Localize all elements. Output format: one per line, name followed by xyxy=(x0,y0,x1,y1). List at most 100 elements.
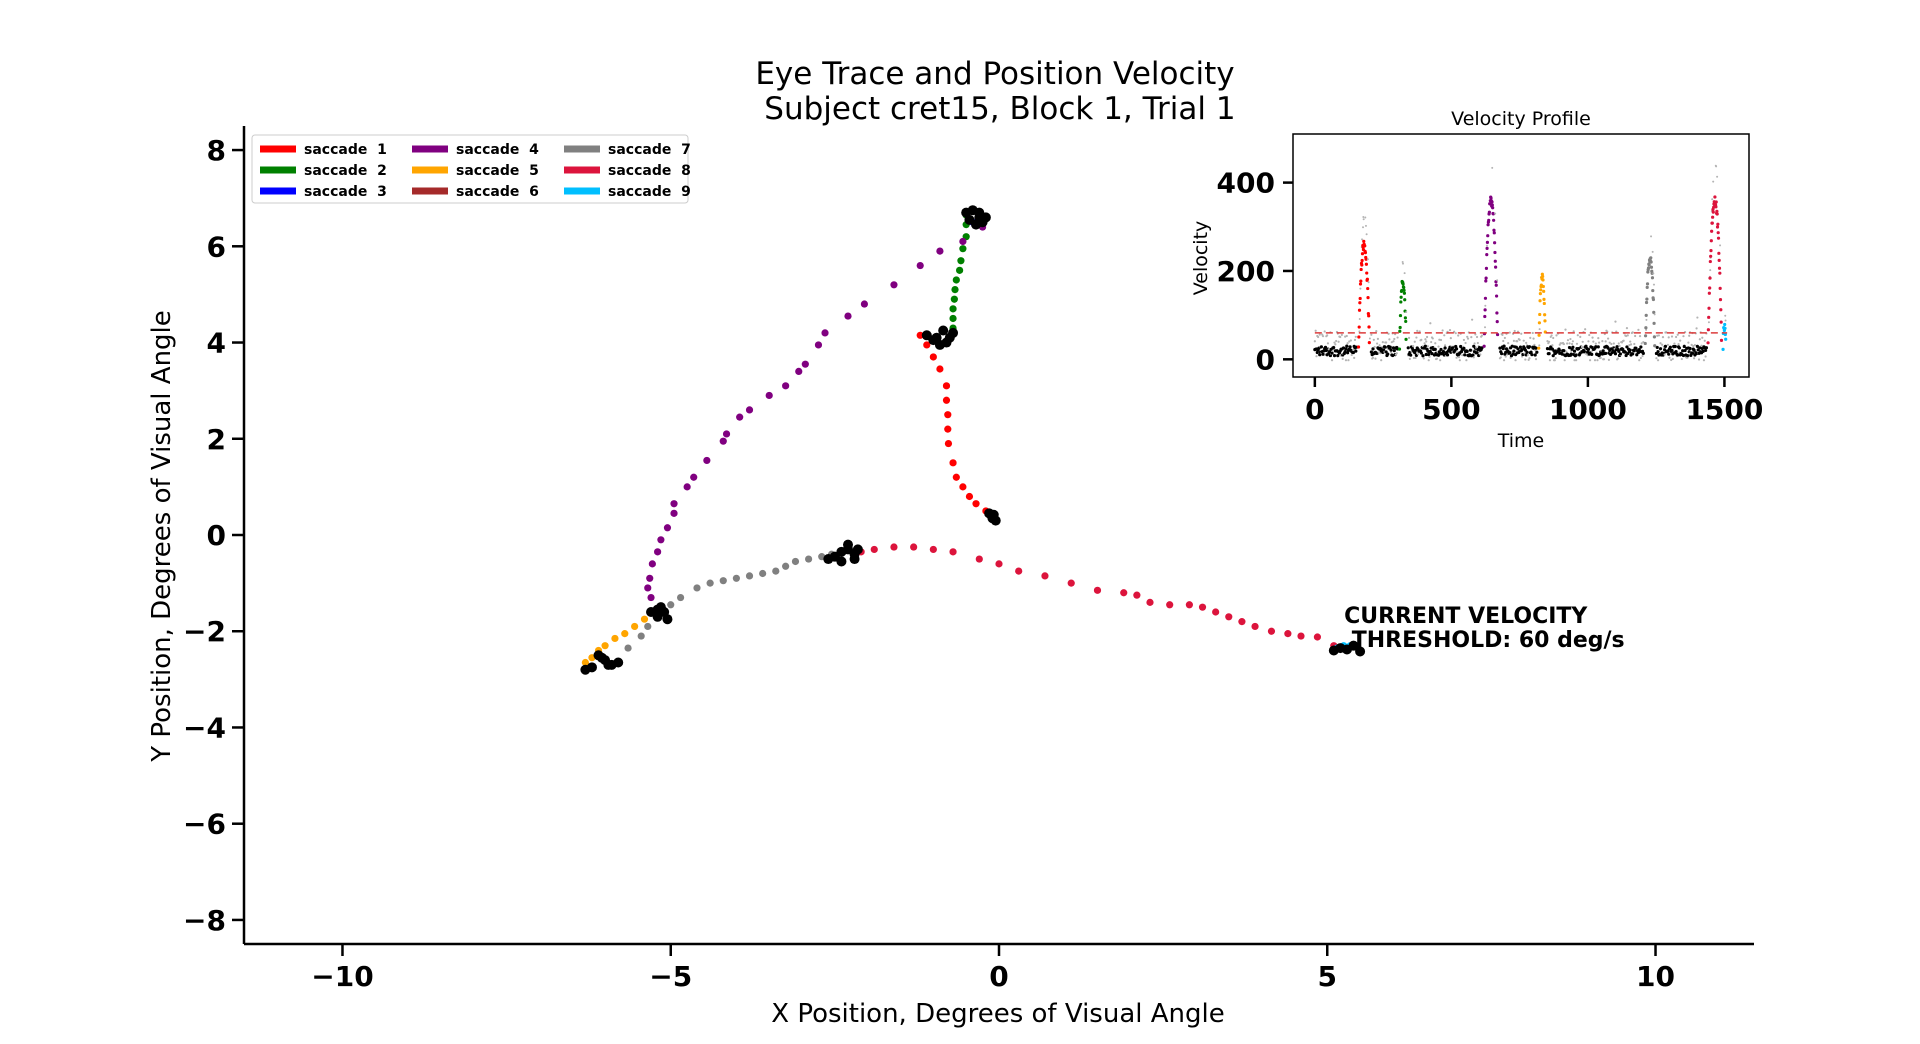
saccade-point xyxy=(956,266,964,274)
peak-sample xyxy=(1644,313,1648,317)
noise-sample xyxy=(1362,226,1365,229)
noise-sample xyxy=(1390,341,1393,344)
saccade-point xyxy=(722,430,731,438)
noise-sample xyxy=(1425,335,1429,339)
noise-sample xyxy=(1313,340,1316,343)
saccade-point xyxy=(706,579,714,587)
peak-sample xyxy=(1711,215,1715,219)
filtered-sample xyxy=(1618,352,1622,356)
saccade-point xyxy=(942,382,951,390)
noise-sample xyxy=(1496,279,1499,282)
peak-sample xyxy=(1715,225,1720,229)
saccade-point xyxy=(670,500,678,508)
noise-sample xyxy=(1474,333,1477,336)
saccade-point xyxy=(944,439,953,448)
noise-sample xyxy=(1724,319,1727,322)
filtered-sample xyxy=(1617,349,1621,353)
filtered-sample xyxy=(1632,349,1636,353)
noise-sample xyxy=(1596,359,1599,362)
annotation-line-2: THRESHOLD: 60 deg/s xyxy=(1344,628,1625,653)
noise-sample xyxy=(1420,338,1423,341)
noise-sample xyxy=(1326,334,1329,337)
filtered-sample xyxy=(1369,350,1373,354)
noise-sample xyxy=(1429,322,1432,325)
noise-sample xyxy=(1401,262,1404,265)
peak-sample xyxy=(1644,300,1649,305)
fixation-point xyxy=(931,332,942,343)
saccade-point xyxy=(736,413,744,421)
noise-sample xyxy=(1532,337,1535,340)
noise-sample xyxy=(1514,359,1517,362)
noise-sample xyxy=(1610,342,1613,346)
saccade-point xyxy=(890,543,898,551)
peak-sample xyxy=(1717,251,1721,255)
filtered-sample xyxy=(1471,353,1475,357)
peak-sample xyxy=(1723,332,1727,337)
noise-sample xyxy=(1435,357,1438,360)
peak-sample xyxy=(1487,210,1491,214)
noise-sample xyxy=(1667,336,1670,339)
saccade-point xyxy=(745,572,754,580)
peak-sample xyxy=(1363,244,1367,248)
noise-sample xyxy=(1552,336,1555,340)
noise-sample xyxy=(1372,338,1375,341)
noise-sample xyxy=(1707,321,1710,324)
noise-sample xyxy=(1653,313,1656,316)
noise-sample xyxy=(1412,345,1415,348)
noise-sample xyxy=(1364,224,1367,227)
saccade-point xyxy=(581,658,589,667)
saccade-point xyxy=(676,593,685,602)
saccade-point xyxy=(1133,591,1141,599)
filtered-sample xyxy=(1424,352,1428,357)
noise-sample xyxy=(1538,328,1541,331)
peak-sample xyxy=(1709,249,1713,253)
noise-sample xyxy=(1466,337,1470,340)
peak-sample xyxy=(1485,246,1489,251)
velocity-threshold-annotation: CURRENT VELOCITY THRESHOLD: 60 deg/s xyxy=(1344,604,1625,653)
peak-sample xyxy=(1483,296,1488,300)
noise-sample xyxy=(1548,359,1552,362)
peak-sample xyxy=(1721,347,1725,351)
noise-sample xyxy=(1345,334,1348,338)
peak-sample xyxy=(1716,222,1720,226)
inset-x-tick-label: 1500 xyxy=(1685,393,1763,426)
noise-sample xyxy=(1326,342,1330,345)
noise-sample xyxy=(1693,343,1697,347)
noise-sample xyxy=(1359,287,1362,290)
noise-sample xyxy=(1663,353,1666,356)
noise-sample xyxy=(1484,304,1487,307)
saccade-point xyxy=(732,574,740,582)
fixation-point xyxy=(852,544,863,555)
filtered-sample xyxy=(1391,346,1396,350)
noise-sample xyxy=(1534,358,1538,361)
noise-sample xyxy=(1318,333,1321,336)
fixation-point xyxy=(964,214,975,225)
noise-sample xyxy=(1317,335,1320,339)
noise-sample xyxy=(1593,359,1597,362)
noise-sample xyxy=(1337,340,1340,343)
noise-sample xyxy=(1458,359,1461,362)
saccade-point xyxy=(1185,601,1193,609)
peak-sample xyxy=(1484,279,1488,283)
fixation-point xyxy=(596,652,607,663)
noise-sample xyxy=(1376,342,1379,345)
filtered-sample xyxy=(1681,349,1685,353)
saccade-point xyxy=(952,276,960,284)
noise-sample xyxy=(1700,344,1703,347)
noise-sample xyxy=(1346,342,1349,345)
fixation-point xyxy=(938,325,949,336)
filtered-sample xyxy=(1673,344,1677,349)
noise-sample xyxy=(1564,328,1567,331)
noise-sample xyxy=(1335,339,1338,343)
fixation-point xyxy=(586,662,597,673)
filtered-sample xyxy=(1459,350,1464,354)
filtered-sample xyxy=(1527,345,1532,349)
filtered-sample xyxy=(1682,344,1686,349)
fixation-point xyxy=(836,556,847,567)
noise-sample xyxy=(1573,359,1576,362)
saccade-point xyxy=(667,601,675,609)
filtered-sample xyxy=(1336,354,1340,358)
legend-entry: saccade 2 xyxy=(304,163,387,179)
noise-sample xyxy=(1608,341,1611,344)
fixation-points xyxy=(580,205,1366,675)
